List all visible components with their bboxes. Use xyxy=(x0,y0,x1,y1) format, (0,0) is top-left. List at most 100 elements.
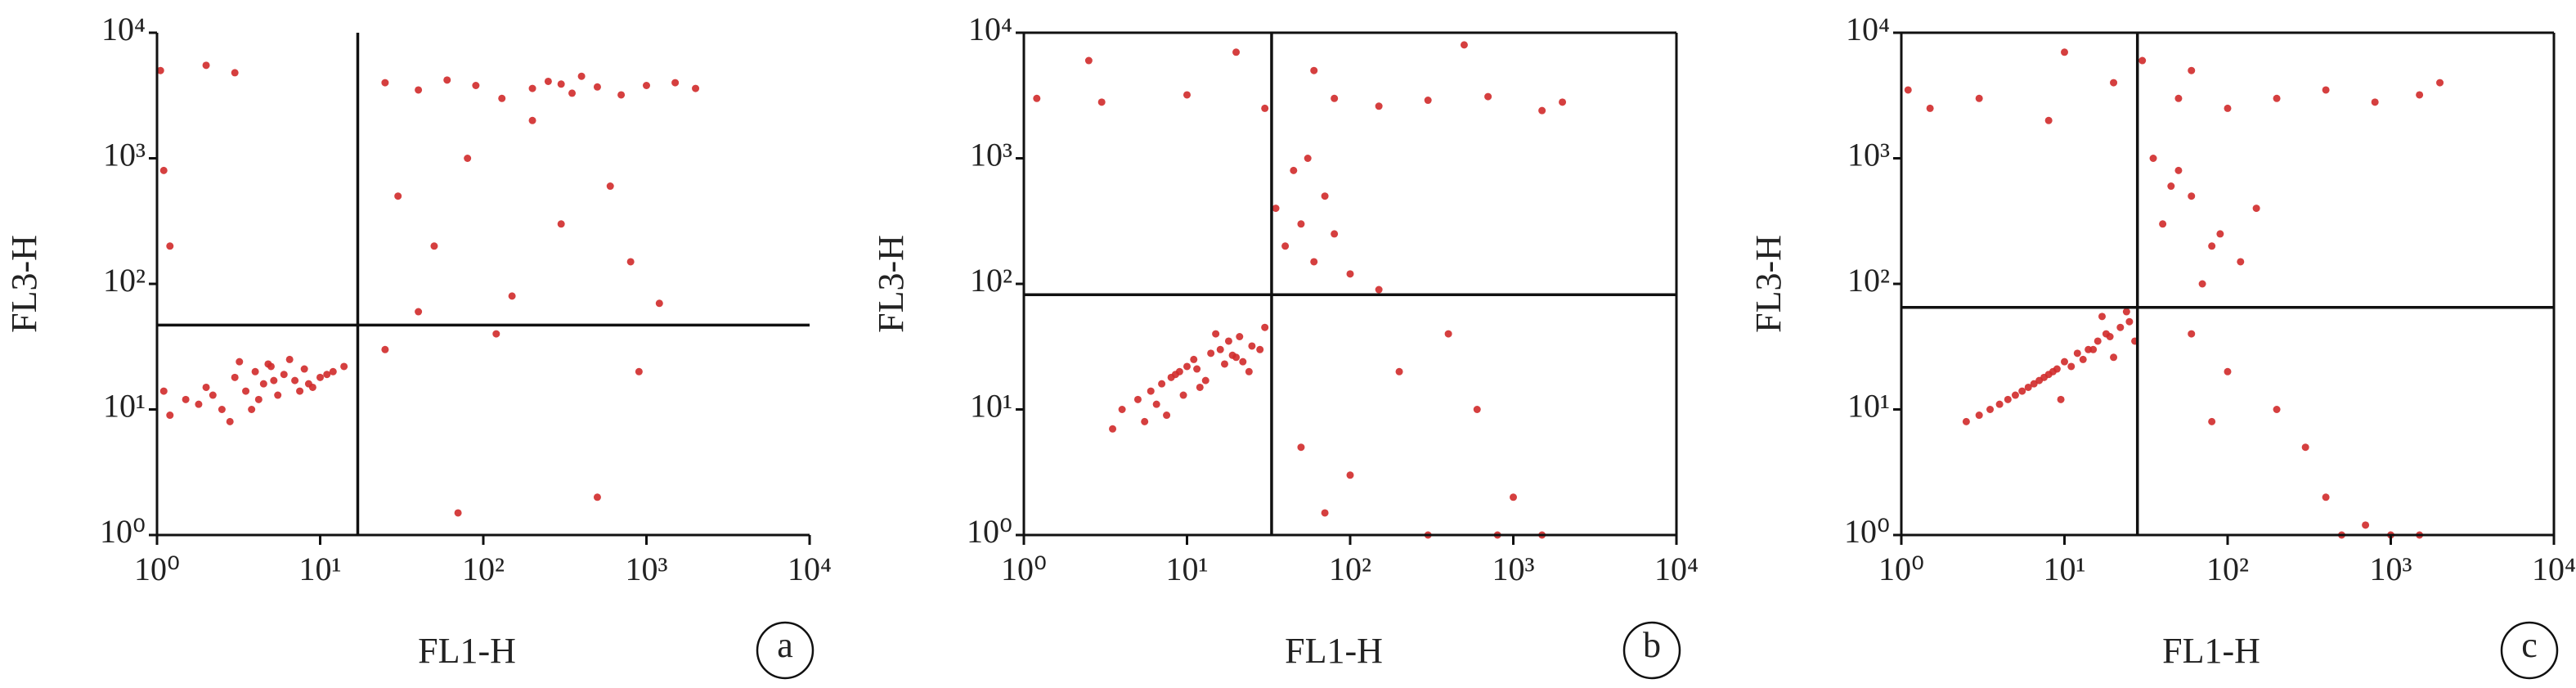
dot xyxy=(323,371,331,379)
dot xyxy=(291,376,299,384)
dot xyxy=(1207,349,1215,357)
y-tick-label: 10³ xyxy=(970,137,1012,173)
dot xyxy=(166,411,174,420)
dot xyxy=(1473,406,1481,413)
dot xyxy=(1962,417,1970,425)
dot xyxy=(1232,48,1241,56)
dot xyxy=(464,155,472,162)
dot xyxy=(2011,391,2019,399)
x-tick-label: 10⁴ xyxy=(788,551,832,587)
dot xyxy=(1118,406,1126,413)
dot xyxy=(1460,41,1468,49)
dot xyxy=(1147,387,1155,395)
dot xyxy=(2098,313,2106,321)
y-axis-label: FL3-H xyxy=(871,235,911,333)
dot xyxy=(2273,94,2281,102)
dot xyxy=(1163,411,1171,420)
dot xyxy=(2089,345,2098,353)
y-tick-label: 10⁴ xyxy=(101,11,146,47)
dot xyxy=(1256,345,1264,353)
dot xyxy=(2106,333,2114,341)
dot xyxy=(2057,395,2065,403)
dot xyxy=(1395,367,1403,375)
dot xyxy=(304,380,312,388)
x-tick-label: 10³ xyxy=(1492,551,1535,587)
dot xyxy=(1224,337,1232,345)
y-tick-label: 10⁴ xyxy=(1846,11,1890,47)
dot xyxy=(635,367,643,375)
x-tick-label: 10¹ xyxy=(2044,551,2086,587)
dot xyxy=(557,220,565,228)
dot xyxy=(1375,102,1383,110)
dot xyxy=(2362,521,2370,529)
dot xyxy=(381,345,389,353)
dot xyxy=(1193,365,1201,373)
panel-label-circle xyxy=(756,621,815,680)
dot xyxy=(1346,270,1354,278)
dot xyxy=(2116,323,2125,331)
dot xyxy=(1133,395,1142,403)
x-axis-label: FL1-H xyxy=(2162,631,2260,671)
dot xyxy=(1559,98,1567,106)
dot xyxy=(381,79,389,87)
dot xyxy=(1084,56,1093,65)
x-tick-label: 10⁴ xyxy=(1654,551,1699,587)
dot xyxy=(1097,98,1106,106)
dot xyxy=(2149,155,2157,162)
dot xyxy=(1484,92,1492,101)
dot xyxy=(1510,493,1517,501)
y-tick-label: 10¹ xyxy=(103,388,146,425)
x-tick-label: 10⁰ xyxy=(1001,551,1047,587)
y-tick-label: 10¹ xyxy=(970,388,1012,425)
dot xyxy=(1109,425,1117,433)
panel-label: a xyxy=(777,625,793,665)
dot xyxy=(1331,94,1339,102)
dot xyxy=(2110,353,2118,362)
dot xyxy=(242,387,250,395)
dot xyxy=(1290,166,1298,174)
dot xyxy=(2436,79,2444,87)
dot xyxy=(2224,367,2232,375)
dot xyxy=(1375,286,1383,294)
dot xyxy=(2040,373,2049,381)
dot xyxy=(274,391,282,399)
dot xyxy=(1033,94,1041,102)
dot xyxy=(2188,192,2196,200)
dot xyxy=(1926,104,1934,112)
panel-label: b xyxy=(1643,625,1661,665)
dot xyxy=(218,406,226,413)
y-tick-label: 10¹ xyxy=(1847,388,1890,425)
dot xyxy=(236,357,244,366)
panel: 10⁰ 10¹ 10² 10³ 10⁴ 10⁰ 10¹ 10² 10³ 10⁴ FL1-H FL3-H… xyxy=(871,11,1699,680)
dot xyxy=(692,84,700,92)
dot xyxy=(2301,443,2309,452)
dot xyxy=(2273,406,2281,413)
dot xyxy=(472,82,480,90)
y-tick-label: 10² xyxy=(1847,262,1890,299)
dot xyxy=(1196,383,1204,391)
dot xyxy=(626,258,635,266)
dot xyxy=(415,308,423,316)
dot xyxy=(2371,98,2379,106)
dot xyxy=(1152,400,1160,408)
dot xyxy=(1331,230,1339,238)
panel: 10⁰ 10¹ 10² 10³ 10⁴ 10⁰ 10¹ 10² 10³ 10⁴ FL1-H FL3-H… xyxy=(1748,11,2576,680)
dot xyxy=(1261,323,1269,331)
dot xyxy=(1986,406,1995,413)
dot xyxy=(1297,443,1305,452)
dot xyxy=(2198,280,2206,288)
x-tick-label: 10⁰ xyxy=(134,551,180,587)
dot xyxy=(226,417,234,425)
x-tick-label: 10¹ xyxy=(1166,551,1209,587)
dot xyxy=(1346,471,1354,479)
x-tick-label: 10³ xyxy=(626,551,668,587)
dot xyxy=(1183,362,1191,371)
dot xyxy=(2004,395,2012,403)
dot xyxy=(251,367,259,375)
dot xyxy=(202,383,210,391)
dot xyxy=(1216,345,1224,353)
dot xyxy=(316,373,324,381)
dot xyxy=(264,360,272,368)
dot xyxy=(1248,342,1256,350)
